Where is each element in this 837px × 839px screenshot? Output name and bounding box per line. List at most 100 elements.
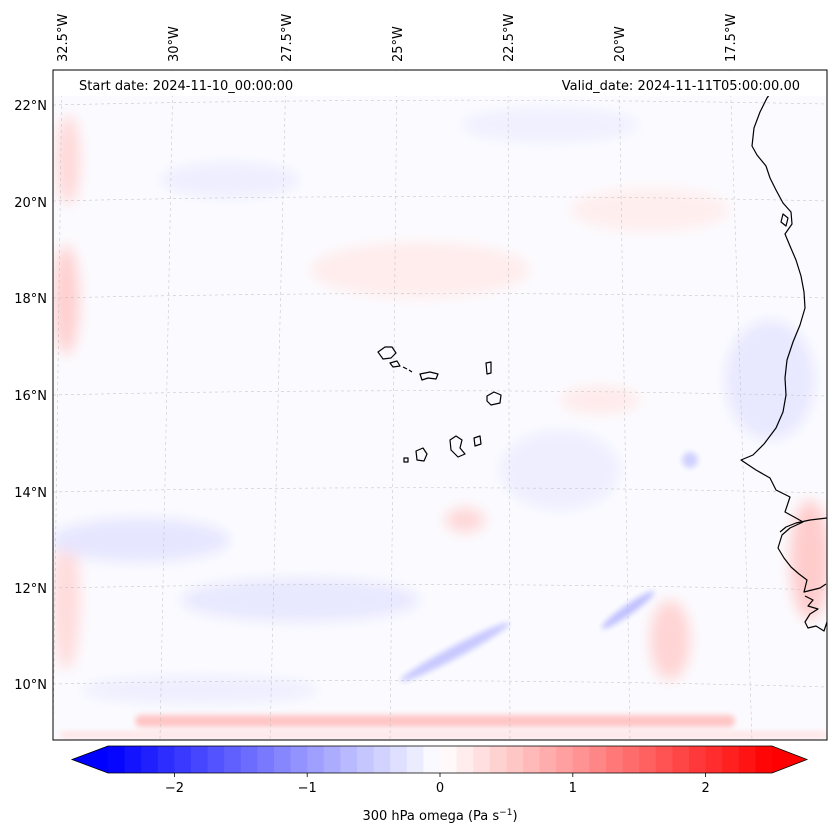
colorbar-segment bbox=[124, 746, 142, 773]
colorbar-segment bbox=[406, 746, 424, 773]
colorbar-segment bbox=[440, 746, 457, 773]
colorbar-tick-label: 2 bbox=[701, 781, 709, 796]
island-sao-vicente bbox=[389, 360, 401, 368]
lat-label: 10°N bbox=[14, 678, 47, 693]
colorbar-label-text: 300 hPa omega (Pa s bbox=[362, 809, 499, 824]
colorbar-segment bbox=[274, 746, 291, 773]
colorbar-segment bbox=[108, 746, 125, 773]
lon-label: 30°W bbox=[167, 26, 182, 62]
colorbar-segment bbox=[705, 746, 723, 773]
lat-label: 12°N bbox=[14, 582, 47, 597]
colorbar-segment bbox=[622, 746, 640, 773]
start-date-label: Start date: 2024-11-10_00:00:00 bbox=[79, 79, 293, 94]
island-fogo bbox=[415, 447, 428, 462]
colorbar-segment bbox=[340, 746, 358, 773]
field-patch bbox=[53, 245, 79, 355]
cape-verde-islands bbox=[377, 346, 502, 463]
colorbar-tick-label: −1 bbox=[298, 781, 317, 796]
parallel bbox=[53, 293, 827, 299]
colorbar-segment bbox=[473, 746, 491, 773]
colorbar-extend-low bbox=[72, 746, 108, 773]
meridian bbox=[53, 70, 63, 740]
map-frame bbox=[52, 69, 828, 741]
colorbar-segment bbox=[157, 746, 175, 773]
colorbar-segment bbox=[489, 746, 507, 773]
field-patch bbox=[445, 508, 485, 532]
colorbar-segment bbox=[639, 746, 657, 773]
field-streak bbox=[400, 622, 510, 682]
island-sal bbox=[485, 361, 492, 375]
lon-label: 17.5°W bbox=[724, 14, 739, 62]
map-background bbox=[53, 70, 827, 740]
valid-date-label: Valid_date: 2024-11-11T05:00:00.00 bbox=[562, 79, 800, 94]
island-santiago bbox=[449, 435, 466, 458]
parallel bbox=[53, 390, 827, 397]
meridian bbox=[729, 70, 753, 740]
field-patch bbox=[160, 162, 300, 198]
field-patch bbox=[650, 600, 690, 680]
lon-label: 27.5°W bbox=[280, 14, 295, 62]
colorbar-segment bbox=[141, 746, 159, 773]
field-patch bbox=[80, 676, 320, 704]
colorbar-segment bbox=[606, 746, 623, 773]
field-patch bbox=[560, 386, 640, 414]
parallel bbox=[53, 196, 827, 202]
island-boa-vista bbox=[486, 391, 502, 406]
island-maio bbox=[473, 435, 482, 447]
colorbar-tick-label: 1 bbox=[569, 781, 577, 796]
colorbar-tick-label: 0 bbox=[436, 781, 444, 796]
colorbar-segment bbox=[655, 746, 673, 773]
parallel bbox=[53, 99, 827, 106]
meridian bbox=[389, 70, 398, 740]
longitude-labels: 32.5°W 30°W 27.5°W 25°W 22.5°W 20°W 17.5… bbox=[56, 14, 739, 62]
colorbar-segment bbox=[323, 746, 341, 773]
island-brava bbox=[403, 457, 409, 463]
island-santo-antao bbox=[377, 346, 397, 360]
meridian bbox=[507, 70, 511, 740]
island-santa-luzia bbox=[402, 366, 413, 373]
colorbar: −2 −1 0 1 2 300 hPa omega (Pa s−1) bbox=[70, 745, 809, 824]
colorbar-segment bbox=[191, 746, 208, 773]
colorbar-segment bbox=[506, 746, 524, 773]
colorbar-extend-high bbox=[772, 746, 807, 773]
lat-label: 18°N bbox=[14, 292, 47, 307]
field-streak bbox=[682, 452, 698, 468]
colorbar-segment bbox=[390, 746, 408, 773]
lon-label: 20°W bbox=[613, 26, 628, 62]
field-patch bbox=[570, 188, 730, 232]
island-sao-nicolau bbox=[419, 371, 439, 381]
colorbar-segment bbox=[224, 746, 242, 773]
omega-field-streaks bbox=[60, 452, 827, 739]
colorbar-segment bbox=[738, 746, 756, 773]
parallel bbox=[53, 584, 827, 591]
field-patch bbox=[56, 115, 80, 205]
field-patch bbox=[310, 242, 530, 298]
lat-label: 16°N bbox=[14, 389, 47, 404]
colorbar-segment bbox=[556, 746, 574, 773]
field-patch bbox=[53, 518, 230, 562]
colorbar-label-end: ) bbox=[512, 809, 517, 824]
colorbar-segment bbox=[174, 746, 192, 773]
field-band bbox=[60, 731, 827, 739]
colorbar-segment bbox=[207, 746, 225, 773]
lat-label: 14°N bbox=[14, 486, 47, 501]
parallel bbox=[53, 680, 827, 688]
colorbar-segment bbox=[672, 746, 690, 773]
coastlines bbox=[377, 81, 827, 632]
colorbar-segment bbox=[373, 746, 391, 773]
colorbar-segment bbox=[456, 746, 474, 773]
lon-label: 32.5°W bbox=[56, 14, 71, 62]
lon-label: 25°W bbox=[391, 26, 406, 62]
colorbar-segment bbox=[755, 746, 773, 773]
colorbar-label: 300 hPa omega (Pa s−1) bbox=[362, 808, 517, 824]
colorbar-segment bbox=[722, 746, 740, 773]
colorbar-outline bbox=[70, 745, 809, 774]
colorbar-segment bbox=[572, 746, 590, 773]
meridian bbox=[159, 70, 174, 740]
africa-coast-inlet bbox=[779, 517, 827, 632]
colorbar-tick-label: −2 bbox=[165, 781, 184, 796]
omega-field bbox=[53, 107, 827, 704]
latitude-labels: 22°N 20°N 18°N 16°N 14°N 12°N 10°N bbox=[14, 99, 47, 693]
colorbar-segment bbox=[539, 746, 557, 773]
